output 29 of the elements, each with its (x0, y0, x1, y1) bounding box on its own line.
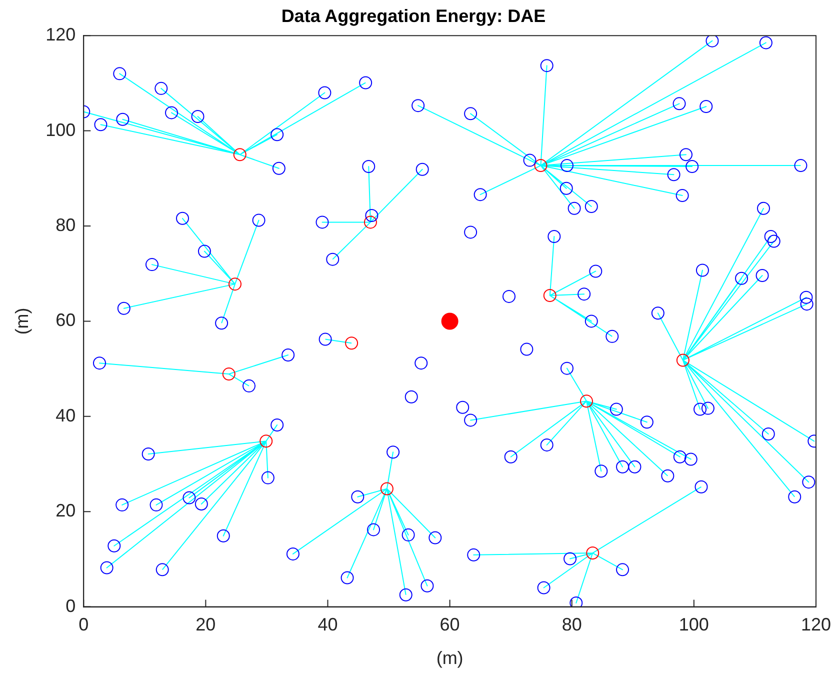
point (233, 148, 246, 162)
point (222, 368, 236, 381)
y-tick-label: 60 (56, 310, 76, 330)
x-tick-label: 80 (562, 614, 582, 635)
x-tick-label: 60 (440, 614, 460, 635)
x-tick-label: 100 (678, 614, 709, 635)
point (676, 354, 690, 367)
chart-title: Data Aggregation Energy: DAE (281, 6, 546, 26)
y-tick-label: 0 (66, 596, 76, 616)
y-tick-label: 100 (46, 120, 76, 140)
x-tick-label: 120 (800, 614, 832, 635)
point (364, 216, 377, 229)
x-axis-title: (m) (436, 648, 464, 668)
x-tick-label: 0 (78, 614, 89, 635)
y-tick-label: 120 (46, 24, 76, 45)
x-tick-label: 20 (196, 614, 216, 635)
point (228, 278, 242, 291)
point (380, 482, 394, 496)
x-tick-label: 40 (318, 614, 338, 635)
point (586, 546, 600, 560)
y-tick-label: 40 (56, 405, 76, 426)
point (543, 288, 556, 302)
point (260, 434, 273, 448)
point (345, 336, 358, 350)
y-tick-label: 20 (56, 500, 76, 521)
point (580, 394, 594, 408)
y-axis-title: (m) (12, 308, 32, 335)
y-tick-label: 80 (56, 214, 76, 235)
point (534, 159, 548, 172)
